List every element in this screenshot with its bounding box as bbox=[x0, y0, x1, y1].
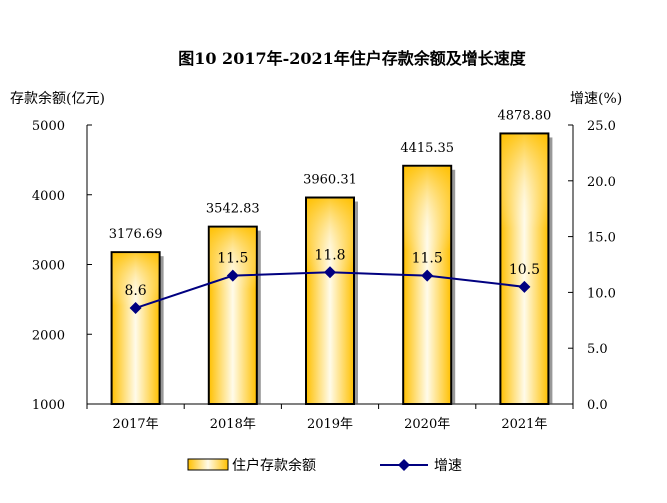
bar-value-label: 3542.83 bbox=[206, 202, 260, 217]
left-tick-label: 3000 bbox=[32, 259, 65, 274]
growth-marker bbox=[421, 269, 434, 282]
right-tick-label: 10.0 bbox=[587, 286, 616, 301]
growth-value-label: 11.5 bbox=[412, 251, 443, 267]
right-axis-label: 增速(%) bbox=[570, 91, 622, 107]
bar-value-label: 4878.80 bbox=[498, 108, 552, 123]
legend: 住户存款余额 增速 bbox=[187, 457, 462, 474]
growth-marker bbox=[129, 302, 142, 315]
left-tick-label: 5000 bbox=[32, 119, 65, 134]
right-tick-label: 5.0 bbox=[587, 342, 608, 357]
growth-value-label: 11.8 bbox=[314, 247, 345, 263]
x-tick-label: 2018年 bbox=[210, 417, 256, 432]
legend-line-marker bbox=[398, 459, 410, 471]
bar-value-label: 3176.69 bbox=[109, 227, 163, 242]
x-tick-label: 2017年 bbox=[113, 417, 159, 432]
chart-title: 图10 2017年-2021年住户存款余额及增长速度 bbox=[178, 49, 527, 68]
right-tick-label: 15.0 bbox=[587, 231, 616, 246]
bar-highlight bbox=[501, 134, 548, 403]
x-tick-label: 2019年 bbox=[307, 417, 353, 432]
legend-bar-label: 住户存款余额 bbox=[232, 457, 316, 474]
bar-value-label: 4415.35 bbox=[400, 141, 454, 156]
right-tick-label: 25.0 bbox=[587, 119, 616, 134]
x-tick-label: 2021年 bbox=[501, 417, 547, 432]
growth-value-label: 10.5 bbox=[509, 262, 540, 278]
growth-marker bbox=[518, 280, 531, 293]
right-tick-label: 20.0 bbox=[587, 175, 616, 190]
x-tick-label: 2020年 bbox=[404, 417, 450, 432]
left-tick-label: 1000 bbox=[32, 398, 65, 413]
left-axis-label: 存款余额(亿元) bbox=[10, 90, 105, 107]
right-tick-label: 0.0 bbox=[587, 398, 608, 413]
growth-value-label: 8.6 bbox=[124, 283, 146, 299]
legend-bar-swatch bbox=[187, 458, 229, 471]
legend-line-label: 增速 bbox=[434, 458, 462, 474]
growth-value-label: 11.5 bbox=[217, 251, 248, 267]
growth-marker bbox=[324, 266, 336, 279]
bar-highlight bbox=[112, 253, 159, 403]
bar-highlight bbox=[307, 198, 353, 403]
left-tick-label: 4000 bbox=[32, 189, 65, 204]
bar-highlight bbox=[404, 166, 451, 403]
bar-highlight bbox=[209, 227, 256, 403]
left-tick-label: 2000 bbox=[32, 328, 65, 343]
growth-marker bbox=[226, 269, 239, 282]
bar-value-label: 3960.31 bbox=[303, 173, 357, 188]
